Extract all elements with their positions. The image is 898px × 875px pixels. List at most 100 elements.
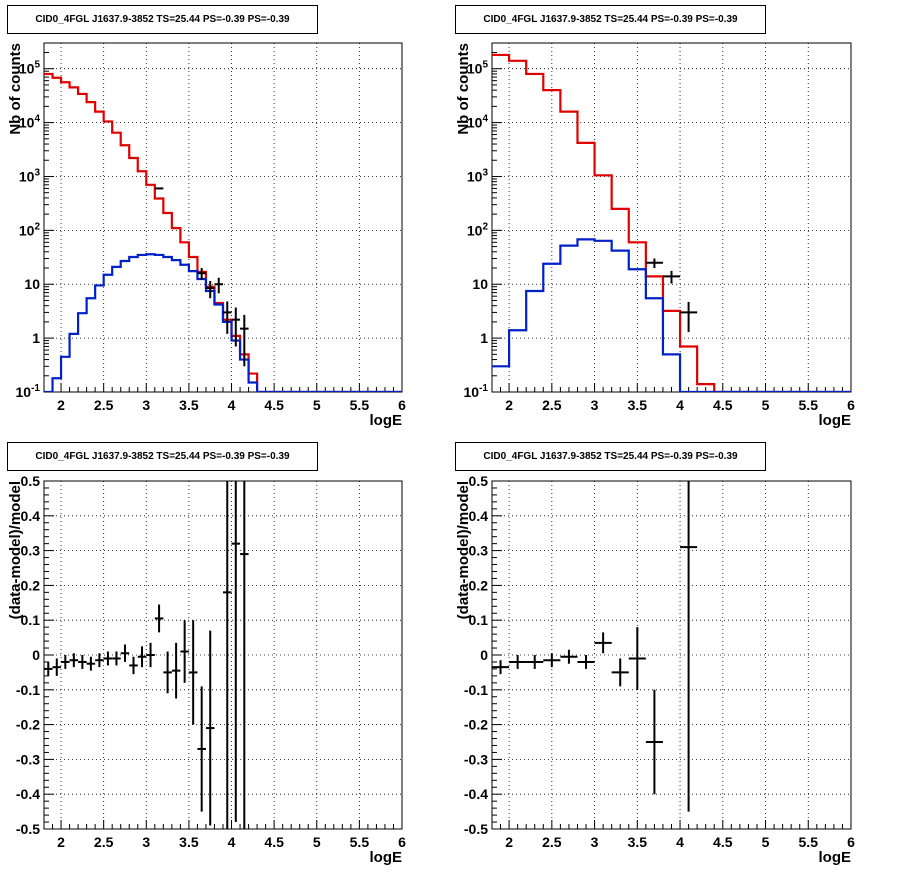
x-tick-label: 3.5 (179, 834, 199, 850)
x-tick-label: 5.5 (799, 397, 819, 413)
y-tick-label: -0.4 (464, 786, 488, 802)
data-point (492, 660, 510, 675)
x-tick-label: 3 (591, 834, 599, 850)
x-tick-label: 2 (57, 834, 65, 850)
panel-title-3: CID0_4FGL J1637.9-3852 TS=25.44 PS=-0.39… (7, 442, 318, 471)
data-point (223, 301, 232, 334)
x-tick-label: 5 (313, 834, 321, 850)
y-tick-label: 1 (32, 330, 40, 346)
data-point (188, 620, 198, 725)
x-tick-label: 3.5 (628, 834, 648, 850)
data-point (611, 658, 629, 687)
data-point (577, 655, 595, 669)
data-point (509, 655, 527, 669)
y-tick-label: 0.3 (469, 543, 489, 559)
y-tick-label: -0.1 (464, 682, 488, 698)
x-tick-label: 3 (142, 397, 150, 413)
y-tick-label: 0.5 (21, 473, 41, 489)
data-point (205, 280, 215, 299)
data-point (240, 314, 249, 367)
data-point (61, 655, 70, 669)
y-tick-label: 1 (480, 330, 488, 346)
panel-title-4: CID0_4FGL J1637.9-3852 TS=25.44 PS=-0.39… (455, 442, 766, 471)
data-point (662, 270, 681, 284)
data-point (231, 481, 241, 823)
y-tick-label: 0 (480, 647, 488, 663)
x-tick-label: 2.5 (542, 397, 562, 413)
y-tick-label: 0.4 (469, 508, 489, 524)
x-tick-label: 2.5 (94, 834, 114, 850)
source-model-histogram (492, 238, 851, 392)
data-point (645, 258, 663, 269)
plot-frame (491, 42, 852, 393)
y-tick-label: 10-1 (464, 383, 489, 400)
x-axis-title: logE (370, 849, 403, 866)
source-model-histogram (44, 253, 402, 392)
x-tick-label: 4 (676, 834, 684, 850)
y-tick-label: -0.2 (16, 717, 40, 733)
y-tick-label: 105 (467, 60, 489, 77)
y-tick-label: 103 (467, 167, 489, 184)
data-point (205, 630, 215, 826)
data-point (628, 627, 646, 690)
data-point (154, 604, 164, 633)
y-tick-label: 0 (32, 647, 40, 663)
x-tick-label: 6 (398, 397, 406, 413)
plot-area (44, 481, 249, 829)
x-tick-label: 3.5 (179, 397, 199, 413)
data-point (112, 651, 121, 666)
y-tick-label: 0.2 (469, 577, 489, 593)
data-point (223, 481, 232, 829)
data-point (526, 655, 544, 669)
total-model-histogram (492, 53, 851, 392)
plot-frame (43, 42, 403, 393)
plot-area (492, 53, 851, 392)
x-tick-label: 4 (228, 397, 236, 413)
data-point (171, 642, 181, 699)
y-tick-label: 102 (19, 221, 41, 238)
data-point (95, 653, 104, 668)
data-point (44, 661, 53, 676)
x-tick-label: 4 (676, 397, 684, 413)
y-axis-title: (data-model)/model (455, 481, 472, 619)
data-point (594, 632, 612, 654)
panel-title-1: CID0_4FGL J1637.9-3852 TS=25.44 PS=-0.39… (7, 5, 318, 34)
data-point (645, 689, 663, 795)
x-tick-label: 2.5 (94, 397, 114, 413)
data-point (560, 649, 578, 664)
x-tick-label: 5.5 (350, 834, 370, 850)
y-tick-label: 10-1 (16, 383, 41, 400)
y-tick-label: 0.4 (21, 508, 41, 524)
y-tick-label: -0.1 (16, 682, 40, 698)
x-tick-label: 3.5 (628, 397, 648, 413)
data-point (543, 653, 561, 668)
y-tick-label: -0.2 (464, 717, 488, 733)
plot-frame (491, 480, 852, 830)
y-axis-title: (data-model)/model (7, 481, 24, 619)
data-point (214, 277, 223, 294)
x-tick-label: 6 (398, 834, 406, 850)
y-tick-label: 105 (19, 60, 41, 77)
data-point (680, 301, 698, 332)
data-point (680, 481, 698, 812)
x-axis-title: logE (819, 412, 852, 429)
y-axis-title: Nb of counts (7, 43, 24, 135)
data-point (197, 686, 206, 812)
y-tick-label: -0.5 (16, 821, 40, 837)
data-point (240, 481, 249, 829)
data-point (231, 307, 241, 347)
data-point (69, 653, 79, 668)
x-tick-label: 4.5 (264, 834, 284, 850)
y-tick-label: 104 (19, 114, 41, 131)
data-point (146, 642, 155, 668)
x-tick-label: 2.5 (542, 834, 562, 850)
x-tick-label: 6 (847, 834, 855, 850)
y-tick-label: 0.1 (469, 612, 489, 628)
y-tick-label: 103 (19, 167, 41, 184)
panel-title-2: CID0_4FGL J1637.9-3852 TS=25.44 PS=-0.39… (455, 5, 766, 34)
x-tick-label: 2 (505, 834, 513, 850)
plot-area (492, 481, 698, 812)
x-axis-title: logE (819, 849, 852, 866)
data-point (197, 268, 206, 280)
